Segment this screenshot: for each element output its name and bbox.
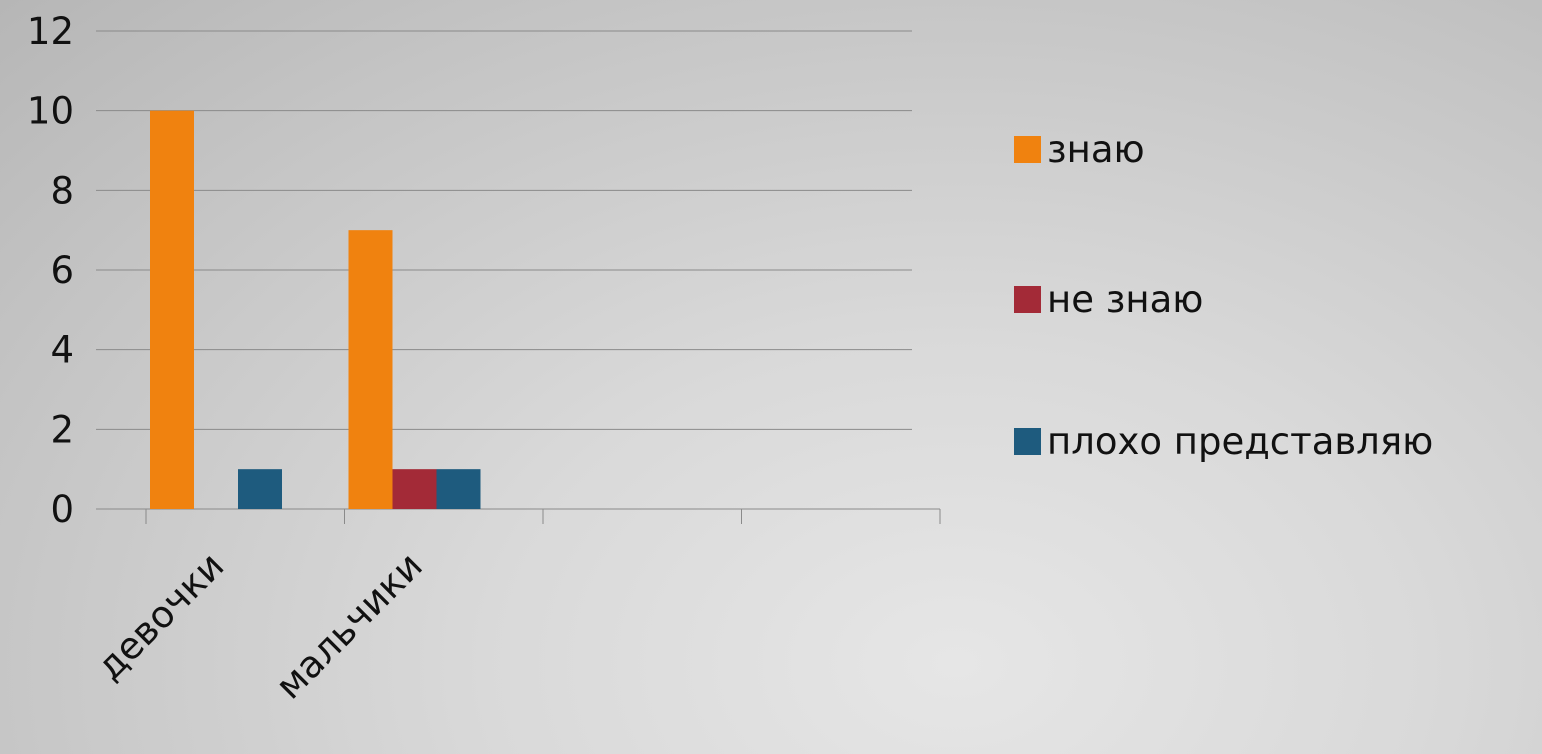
bar-know-1	[150, 110, 194, 510]
legend-item-know: знаю	[1014, 128, 1145, 171]
legend: знаю не знаю плохо представляю	[1014, 0, 1542, 754]
legend-swatch-dont-know	[1014, 286, 1041, 313]
bar-poorly-imagine-2	[436, 469, 481, 509]
bar-poorly-imagine-1	[238, 469, 282, 509]
y-tick-label: 2	[50, 408, 74, 451]
y-tick-label: 12	[27, 10, 74, 53]
y-tick-label: 4	[50, 329, 74, 372]
legend-label-poorly-imagine: плохо представляю	[1047, 420, 1434, 463]
legend-label-know: знаю	[1047, 128, 1145, 171]
legend-item-poorly-imagine: плохо представляю	[1014, 420, 1433, 463]
x-category-label: девочки	[88, 544, 232, 688]
y-tick-label: 6	[50, 249, 74, 292]
y-tick-label: 8	[50, 169, 74, 212]
bar-dont-know-2	[392, 469, 437, 509]
legend-label-dont-know: не знаю	[1047, 278, 1204, 321]
legend-swatch-poorly-imagine	[1014, 428, 1041, 455]
x-category-label: мальчики	[267, 544, 431, 708]
y-tick-label: 10	[27, 90, 74, 133]
legend-swatch-know	[1014, 136, 1041, 163]
bar-know-2	[348, 230, 393, 509]
legend-item-dont-know: не знаю	[1014, 278, 1203, 321]
y-tick-label: 0	[50, 488, 74, 531]
